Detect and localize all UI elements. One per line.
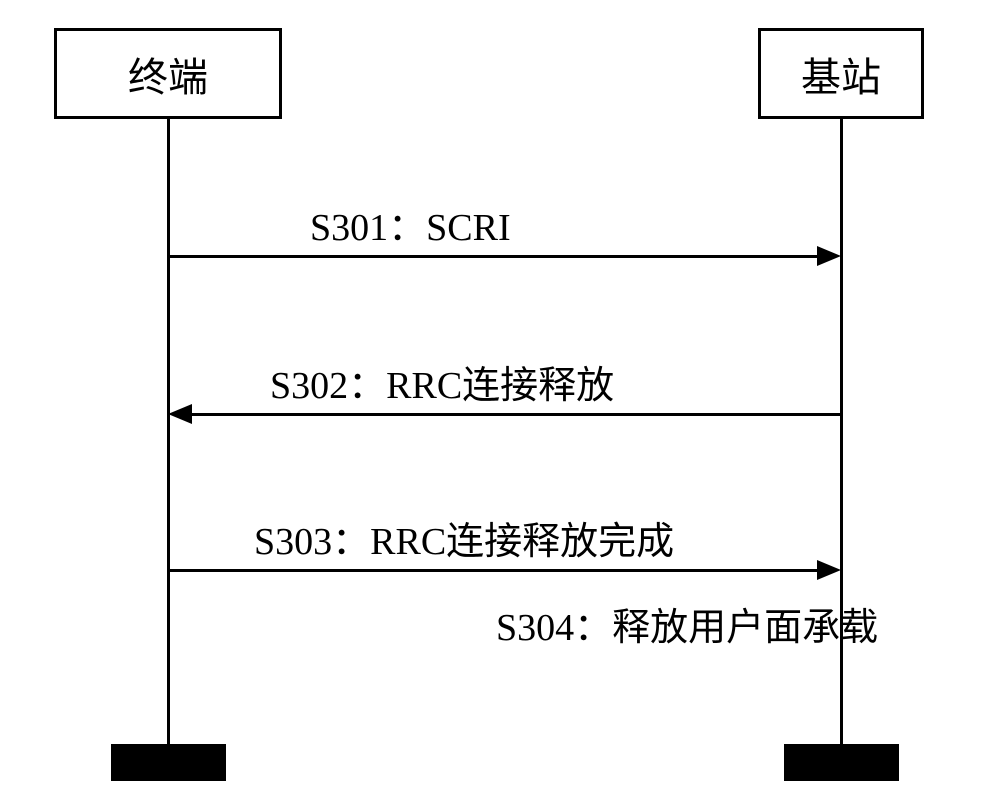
msg-s302-line: [192, 413, 841, 416]
msg-s301-line: [168, 255, 817, 258]
note-s304-label: S304：释放用户面承载: [496, 596, 878, 651]
lifeline-terminal: [167, 119, 170, 744]
actor-base-station: 基站: [758, 28, 924, 119]
msg-s303-label: S303：RRC连接释放完成: [254, 510, 674, 565]
msg-s302-arrowhead: [168, 404, 192, 424]
msg-s303-arrowhead: [817, 560, 841, 580]
msg-s301-label: S301：SCRI: [310, 196, 511, 251]
actor-terminal-label: 终端: [128, 45, 208, 103]
endcap-base-station: [784, 744, 899, 781]
sequence-diagram: 终端 基站 S301：SCRI S302：RRC连接释放 S303：RRC连接释…: [0, 0, 1000, 806]
endcap-terminal: [111, 744, 226, 781]
actor-terminal: 终端: [54, 28, 282, 119]
msg-s301-arrowhead: [817, 246, 841, 266]
msg-s303-line: [168, 569, 817, 572]
actor-base-station-label: 基站: [801, 45, 881, 103]
msg-s302-label: S302：RRC连接释放: [270, 354, 614, 409]
